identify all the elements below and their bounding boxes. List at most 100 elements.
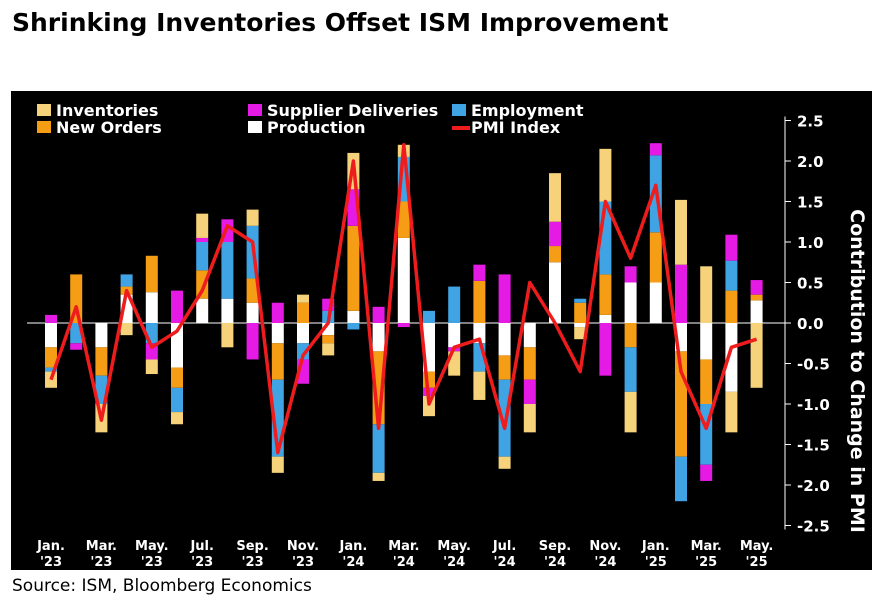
legend-swatch [452,104,466,116]
bar-production [221,298,234,323]
pmi-index-line [49,143,758,455]
bar-employment [45,367,57,372]
x-tick-label-month: Nov. [589,539,621,554]
bar-production [145,292,158,323]
bar-supplier-deliveries [750,280,763,295]
x-tick-label-month: Mar. [388,539,419,554]
x-tick-label-month: Jan. [641,539,670,554]
bar-employment [423,310,435,323]
x-tick-label-year: '23 [191,555,213,570]
bar-new-orders [498,355,511,380]
bar-employment [624,347,637,392]
bar-new-orders [347,225,360,311]
bar-inventories [498,456,511,469]
x-tick-label-year: '23 [141,555,163,570]
bar-new-orders [297,302,309,323]
x-tick-label-year: '24 [544,555,566,570]
x-tick-label-month: Jul. [189,539,214,554]
chart-title: Shrinking Inventories Offset ISM Improve… [12,8,669,37]
bar-inventories [725,391,738,433]
bar-supplier-deliveries [675,264,687,323]
bar-production [750,300,763,323]
bar-new-orders [549,246,561,263]
bar-new-orders [196,270,209,299]
bar-supplier-deliveries [700,464,713,481]
legend: Inventories Supplier Deliveries Employment… [37,101,584,137]
bar-production [624,282,637,323]
bar-production [246,302,259,323]
bar-supplier-deliveries [649,143,662,156]
x-tick-label-year: '23 [40,555,62,570]
bars-layer [45,143,763,502]
bar-employment [347,323,360,330]
bar-employment [297,343,309,360]
bar-employment [725,260,738,291]
legend-swatch [37,104,51,116]
bar-production [473,323,486,344]
bar-inventories [145,359,158,375]
bar-inventories [246,209,259,226]
x-tick-label-month: Mar. [86,539,117,554]
bar-inventories [624,391,637,433]
bar-supplier-deliveries [45,314,57,323]
bar-inventories [271,456,284,473]
bar-new-orders [397,201,410,238]
bar-supplier-deliveries [196,237,209,242]
bar-production [297,323,309,344]
x-tick-label-year: '25 [645,555,667,570]
bar-new-orders [322,335,335,344]
bar-inventories [700,266,713,323]
x-tick-label-year: '23 [292,555,314,570]
bar-supplier-deliveries [725,234,738,261]
y-tick-label: -1.5 [797,437,830,455]
source-note: Source: ISM, Bloomberg Economics [12,576,312,596]
bar-production [574,323,587,328]
x-tick-label-year: '24 [342,555,364,570]
bar-new-orders [95,347,108,376]
x-tick-label-year: '25 [746,555,768,570]
bar-inventories [750,323,763,388]
bar-employment [675,456,687,502]
bar-inventories [473,371,486,400]
x-tick-label-month: Jul. [492,539,517,554]
bar-supplier-deliveries [498,274,511,323]
legend-swatch-line [452,126,470,130]
bar-new-orders [523,347,536,380]
legend-swatch [248,121,262,133]
bar-production [372,323,385,352]
bar-production [523,323,536,348]
chart-panel: 2.5 2.0 1.5 1.0 0.5 0.0 -0.5 -1.0 -1.5 -2.0 -2.5 Ja… [11,91,872,570]
bar-new-orders [145,255,158,293]
x-tick-label-year: '23 [90,555,112,570]
y-tick-label: 0.5 [797,275,824,293]
y-tick-label: 0.0 [797,315,824,333]
x-tick-label-month: Sep. [236,539,268,554]
bar-supplier-deliveries [271,302,284,323]
bar-employment [221,242,234,299]
y-tick-label: 2.5 [797,113,824,131]
bar-production [448,323,461,348]
bar-supplier-deliveries [171,290,183,323]
bar-new-orders [574,302,587,323]
bar-inventories [675,199,687,265]
bar-new-orders [725,290,738,323]
x-tick-label-month: Jan. [338,539,367,554]
bar-new-orders [171,367,183,388]
bar-inventories [372,472,385,481]
bar-inventories [221,323,234,348]
legend-label: Supplier Deliveries [267,101,438,120]
legend-label: PMI Index [471,118,561,137]
bar-production [347,310,360,323]
axes-layer: 2.5 2.0 1.5 1.0 0.5 0.0 -0.5 -1.0 -1.5 -2.0 -2.5 Ja… [36,113,830,571]
bar-employment [574,298,587,303]
x-tick-label-month: May. [740,539,774,554]
legend-label: Employment [471,101,584,120]
x-tick-label-year: '23 [242,555,264,570]
x-tick-label-month: Sep. [539,539,571,554]
chart-svg: 2.5 2.0 1.5 1.0 0.5 0.0 -0.5 -1.0 -1.5 -2.0 -2.5 Ja… [27,101,868,571]
bar-employment [448,286,461,323]
legend-label: Inventories [56,101,158,120]
bar-employment [120,274,133,287]
line-layer [49,143,758,455]
bar-supplier-deliveries [372,306,385,323]
